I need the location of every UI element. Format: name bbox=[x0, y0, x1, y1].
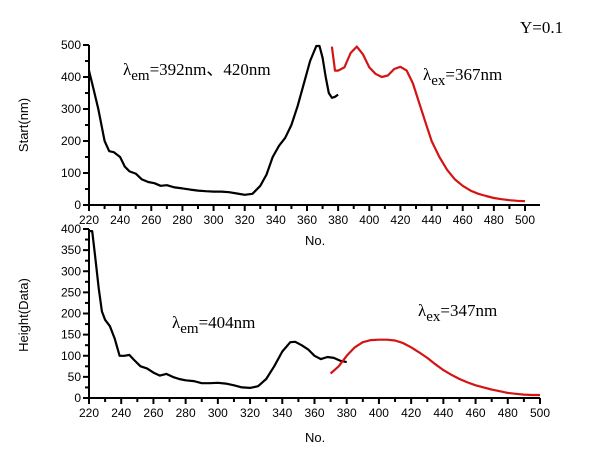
bottom-annotation-em: λem=404nm bbox=[172, 313, 255, 337]
y-tick-label: 200 bbox=[61, 134, 81, 148]
bottom-axes: 220 240 260 280 300 320 340 360 380 400 420 440 460 4… bbox=[61, 222, 550, 420]
x-tick-label: 460 bbox=[466, 406, 486, 420]
top-annotation-ex: λex=367nm bbox=[423, 65, 502, 89]
annotation-text: =367nm bbox=[445, 65, 502, 84]
x-tick-label: 420 bbox=[390, 213, 410, 227]
emission-series-line bbox=[329, 338, 540, 397]
annotation-text: =347nm bbox=[440, 301, 497, 320]
y-tick-label: 250 bbox=[61, 285, 81, 299]
x-tick-label: 340 bbox=[266, 213, 286, 227]
x-tick-label: 500 bbox=[515, 213, 535, 227]
x-tick-label: 480 bbox=[498, 406, 518, 420]
x-tick-label: 260 bbox=[143, 406, 163, 420]
top-annotation-em: λem=392nm、420nm bbox=[123, 60, 271, 84]
x-tick-label: 380 bbox=[337, 406, 357, 420]
lambda-symbol: λ bbox=[172, 313, 181, 332]
x-tick-label: 320 bbox=[235, 213, 255, 227]
x-tick-label: 400 bbox=[369, 406, 389, 420]
annotation-subscript: em bbox=[180, 321, 199, 337]
x-tick-label: 440 bbox=[433, 406, 453, 420]
y-tick-label: 350 bbox=[61, 243, 81, 257]
x-tick-label: 240 bbox=[111, 406, 131, 420]
y-tick-label: 50 bbox=[68, 370, 82, 384]
annotation-subscript: ex bbox=[426, 309, 441, 325]
top-series bbox=[87, 44, 526, 203]
x-tick-label: 360 bbox=[297, 213, 317, 227]
lambda-symbol: λ bbox=[423, 65, 432, 84]
x-tick-label: 500 bbox=[530, 406, 550, 420]
annotation-text: =392nm、420nm bbox=[150, 60, 271, 79]
y-tick-label: 400 bbox=[61, 70, 81, 84]
bottom-y-axis-title: Height(Data) bbox=[16, 278, 31, 352]
bottom-annotation-ex: λex=347nm bbox=[418, 301, 497, 325]
bottom-x-axis-title: No. bbox=[305, 430, 325, 445]
emission-series-line bbox=[330, 45, 526, 203]
y-tick-label: 300 bbox=[61, 102, 81, 116]
annotation-subscript: em bbox=[131, 68, 150, 84]
y-value-label: Y=0.1 bbox=[520, 18, 563, 37]
y-tick-label: 0 bbox=[74, 198, 81, 212]
annotation-text: =404nm bbox=[199, 313, 256, 332]
x-tick-label: 240 bbox=[110, 213, 130, 227]
top-panel: 220 240 260 280 300 320 340 360 380 400 420 440 460 4… bbox=[16, 38, 540, 248]
y-tick-label: 500 bbox=[61, 38, 81, 52]
top-axes: 220 240 260 280 300 320 340 360 380 400 420 440 460 4… bbox=[61, 38, 540, 227]
annotation-subscript: ex bbox=[431, 73, 446, 89]
y-tick-label: 400 bbox=[61, 222, 81, 236]
x-tick-label: 300 bbox=[204, 213, 224, 227]
y-tick-label: 150 bbox=[61, 328, 81, 342]
x-tick-label: 220 bbox=[79, 406, 99, 420]
bottom-series bbox=[89, 230, 540, 397]
x-tick-label: 340 bbox=[272, 406, 292, 420]
x-tick-label: 280 bbox=[176, 406, 196, 420]
x-tick-label: 320 bbox=[240, 406, 260, 420]
y-tick-label: 100 bbox=[61, 166, 81, 180]
x-tick-label: 280 bbox=[172, 213, 192, 227]
x-tick-label: 460 bbox=[453, 213, 473, 227]
top-x-axis-title: No. bbox=[305, 233, 325, 248]
x-tick-label: 260 bbox=[141, 213, 161, 227]
x-tick-label: 380 bbox=[328, 213, 348, 227]
x-tick-label: 360 bbox=[304, 406, 324, 420]
x-tick-label: 300 bbox=[208, 406, 228, 420]
x-tick-label: 440 bbox=[422, 213, 442, 227]
excitation-series-line bbox=[87, 44, 339, 196]
x-tick-label: 480 bbox=[484, 213, 504, 227]
lambda-symbol: λ bbox=[418, 301, 427, 320]
x-tick-label: 420 bbox=[401, 406, 421, 420]
y-tick-label: 300 bbox=[61, 264, 81, 278]
lambda-symbol: λ bbox=[123, 60, 132, 79]
y-tick-label: 200 bbox=[61, 307, 81, 321]
bottom-panel: 220 240 260 280 300 320 340 360 380 400 420 440 460 4… bbox=[16, 222, 550, 445]
top-y-axis-title: Start(nm) bbox=[16, 98, 31, 152]
x-tick-label: 220 bbox=[79, 213, 99, 227]
y-tick-label: 0 bbox=[74, 391, 81, 405]
y-tick-label: 100 bbox=[61, 349, 81, 363]
x-tick-label: 400 bbox=[359, 213, 379, 227]
excitation-series-line bbox=[89, 230, 347, 389]
